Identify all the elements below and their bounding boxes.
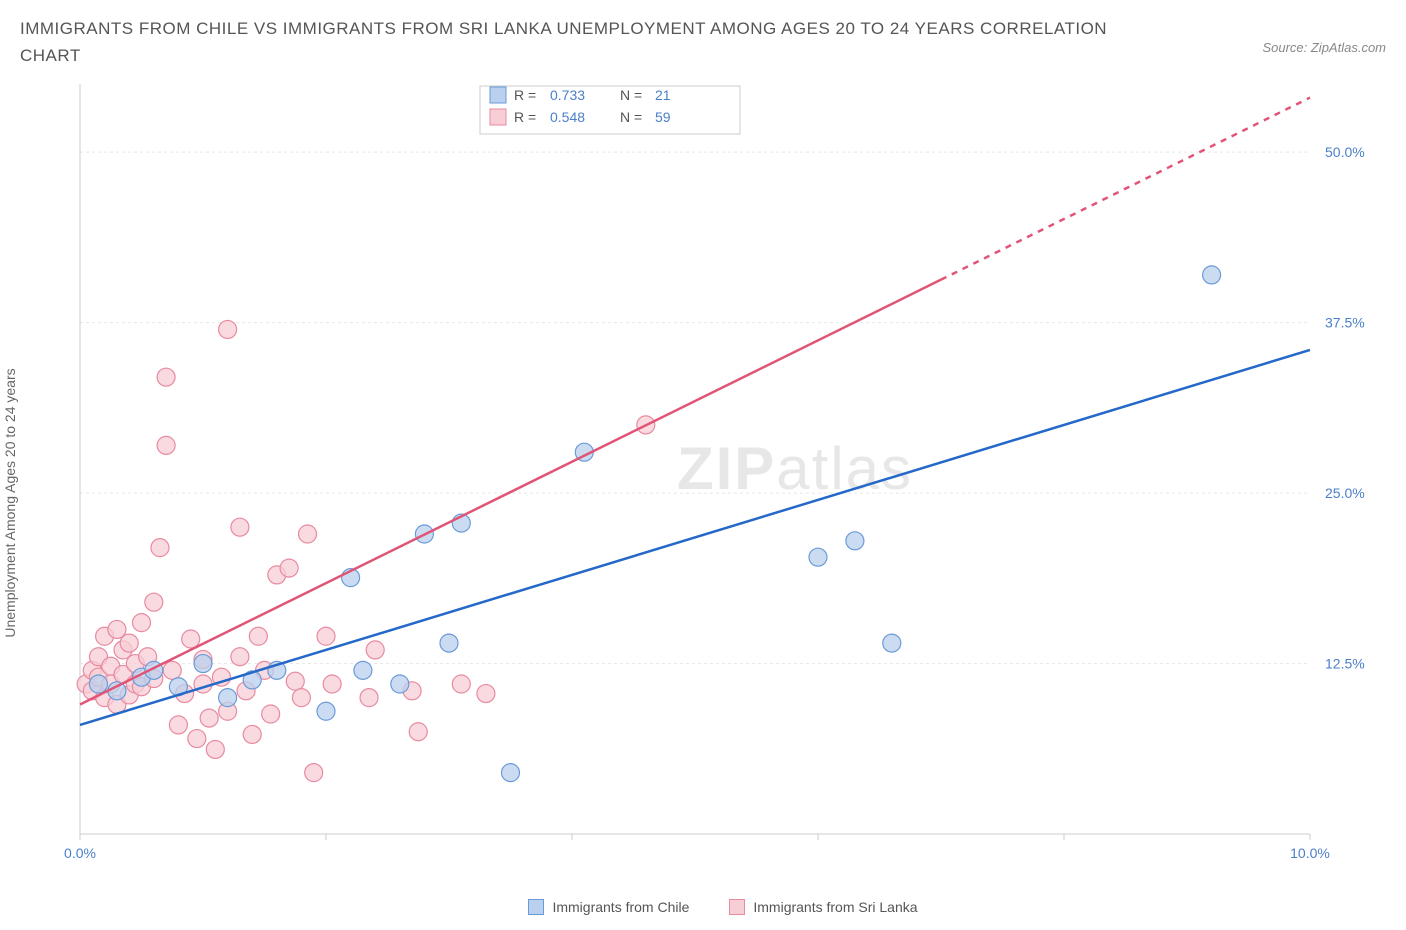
legend-swatch (528, 899, 544, 915)
data-point (188, 730, 206, 748)
data-point (1203, 266, 1221, 284)
data-point (502, 764, 520, 782)
data-point (440, 634, 458, 652)
data-point (452, 675, 470, 693)
legend-text: R = (514, 87, 536, 103)
data-point (883, 634, 901, 652)
data-point (280, 559, 298, 577)
data-point (477, 685, 495, 703)
legend-swatch (729, 899, 745, 915)
data-point (163, 662, 181, 680)
data-point (846, 532, 864, 550)
data-point (219, 321, 237, 339)
data-point (89, 675, 107, 693)
legend-text: 0.548 (550, 109, 585, 125)
data-point (323, 675, 341, 693)
chart-title: IMMIGRANTS FROM CHILE VS IMMIGRANTS FROM… (20, 15, 1120, 69)
data-point (231, 648, 249, 666)
y-tick-label: 37.5% (1325, 315, 1365, 331)
data-point (145, 594, 163, 612)
data-point (219, 689, 237, 707)
data-point (182, 630, 200, 648)
legend-text: N = (620, 109, 642, 125)
data-point (292, 689, 310, 707)
legend-label: Immigrants from Sri Lanka (753, 899, 917, 915)
trend-line-dashed (941, 98, 1310, 280)
data-point (133, 614, 151, 632)
data-point (366, 641, 384, 659)
data-point (157, 437, 175, 455)
source-label: Source: ZipAtlas.com (1262, 40, 1386, 55)
y-tick-label: 25.0% (1325, 485, 1365, 501)
data-point (409, 723, 427, 741)
scatter-chart: 12.5% 25.0% 37.5% 50.0% 0.0% 10.0% ZIPatlas R =… (60, 74, 1380, 894)
x-tick-label: 10.0% (1290, 845, 1330, 861)
legend-text: 59 (655, 109, 671, 125)
data-point (206, 741, 224, 759)
legend-label: Immigrants from Chile (552, 899, 689, 915)
data-point (157, 369, 175, 387)
data-point (151, 539, 169, 557)
data-point (249, 628, 267, 646)
data-point (809, 549, 827, 567)
data-point (305, 764, 323, 782)
legend-text: 0.733 (550, 87, 585, 103)
trend-line (80, 350, 1310, 725)
data-point (194, 655, 212, 673)
data-point (120, 634, 138, 652)
y-axis-label: Unemployment Among Ages 20 to 24 years (2, 368, 18, 637)
legend-text: R = (514, 109, 536, 125)
legend-text: N = (620, 87, 642, 103)
data-point (169, 716, 187, 734)
data-point (299, 525, 317, 543)
watermark: ZIPatlas (677, 435, 913, 502)
data-point (391, 675, 409, 693)
legend-swatch (490, 87, 506, 103)
legend-item: Immigrants from Chile (528, 899, 689, 915)
bottom-legend: Immigrants from Chile Immigrants from Sri… (60, 899, 1386, 915)
data-point (354, 662, 372, 680)
y-tick-label: 12.5% (1325, 656, 1365, 672)
data-point (243, 726, 261, 744)
x-tick-label: 0.0% (64, 845, 96, 861)
data-point (286, 673, 304, 691)
data-point (317, 628, 335, 646)
y-tick-label: 50.0% (1325, 145, 1365, 161)
legend-text: 21 (655, 87, 671, 103)
data-point (317, 703, 335, 721)
data-point (360, 689, 378, 707)
data-point (200, 709, 218, 727)
data-point (231, 519, 249, 537)
legend-swatch (490, 109, 506, 125)
legend-item: Immigrants from Sri Lanka (729, 899, 917, 915)
data-point (262, 705, 280, 723)
